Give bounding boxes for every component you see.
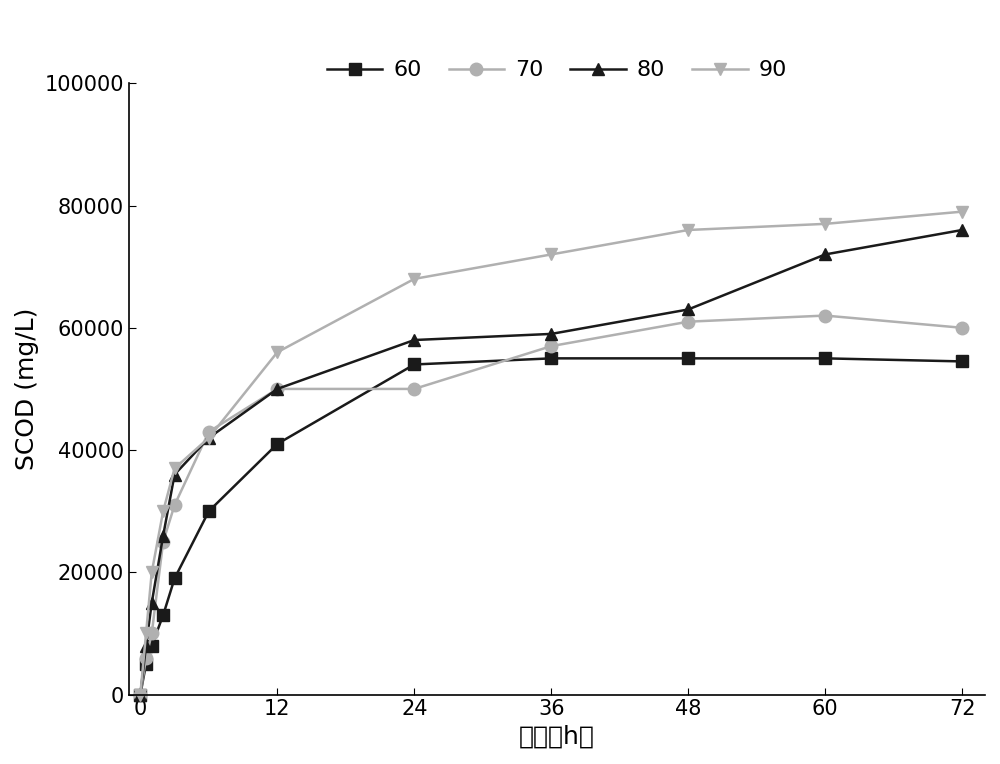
80	[140, 641, 152, 650]
90	[146, 568, 158, 577]
90	[169, 464, 181, 473]
90	[157, 507, 169, 516]
90	[203, 433, 215, 442]
70	[134, 690, 146, 699]
80	[956, 225, 968, 235]
60	[203, 507, 215, 516]
90	[134, 690, 146, 699]
60	[956, 357, 968, 366]
70	[203, 427, 215, 436]
80	[134, 690, 146, 699]
70	[956, 323, 968, 332]
80	[682, 305, 694, 314]
80	[146, 598, 158, 607]
70	[146, 629, 158, 638]
70	[408, 384, 420, 393]
90	[140, 629, 152, 638]
60	[819, 354, 831, 363]
60	[408, 360, 420, 369]
Line: 80: 80	[134, 224, 968, 701]
60	[157, 610, 169, 620]
70	[169, 500, 181, 510]
70	[819, 311, 831, 320]
60	[682, 354, 694, 363]
70	[140, 653, 152, 662]
60	[271, 439, 283, 448]
70	[157, 537, 169, 546]
Line: 60: 60	[134, 352, 968, 701]
90	[956, 207, 968, 216]
90	[408, 274, 420, 283]
80	[408, 335, 420, 345]
90	[271, 348, 283, 357]
80	[545, 329, 557, 338]
70	[682, 317, 694, 326]
60	[146, 641, 158, 650]
80	[271, 384, 283, 393]
90	[545, 250, 557, 259]
90	[682, 225, 694, 235]
90	[819, 219, 831, 228]
X-axis label: 时间（h）: 时间（h）	[519, 725, 595, 749]
80	[169, 470, 181, 479]
60	[169, 574, 181, 583]
60	[140, 659, 152, 668]
80	[819, 250, 831, 259]
80	[157, 531, 169, 540]
Y-axis label: SCOD (mg/L): SCOD (mg/L)	[15, 308, 39, 470]
Legend: 60, 70, 80, 90: 60, 70, 80, 90	[318, 52, 796, 89]
Line: 70: 70	[134, 309, 968, 701]
80	[203, 433, 215, 442]
60	[545, 354, 557, 363]
70	[545, 342, 557, 351]
60	[134, 690, 146, 699]
Line: 90: 90	[134, 206, 968, 701]
70	[271, 384, 283, 393]
